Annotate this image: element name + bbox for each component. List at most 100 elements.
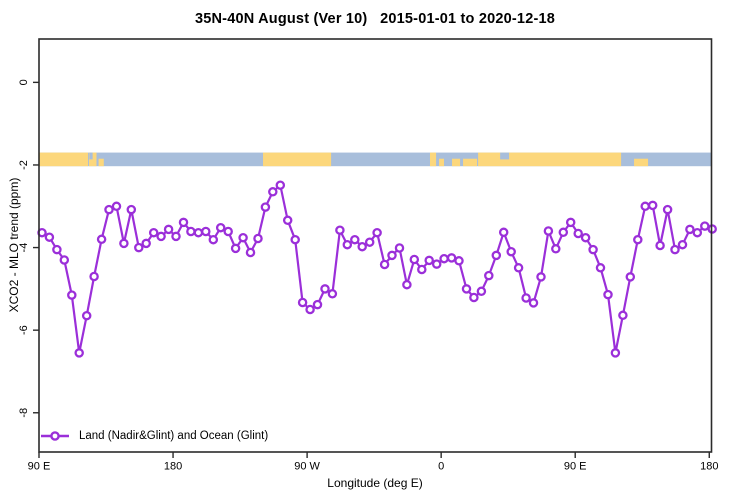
y-tick-label: -6 <box>18 325 30 335</box>
data-point <box>417 264 427 275</box>
x-tick-label: 90 E <box>564 461 587 473</box>
data-point <box>297 297 308 308</box>
data-point <box>506 246 516 257</box>
chart-title: 35N-40N August (Ver 10) 2015-01-01 to 20… <box>194 11 556 27</box>
data-point <box>335 225 345 235</box>
data-point <box>327 289 338 299</box>
data-point <box>260 202 271 212</box>
data-point <box>290 234 300 245</box>
data-point <box>692 227 703 238</box>
data-point <box>446 253 457 263</box>
data-point <box>603 289 613 300</box>
data-point <box>201 226 211 237</box>
data-point <box>498 227 509 238</box>
data-point <box>186 226 196 237</box>
data-point <box>700 221 710 231</box>
data-point <box>104 204 114 215</box>
data-point <box>119 238 129 249</box>
data-point <box>528 298 539 308</box>
data-point <box>305 304 315 315</box>
data-point <box>640 201 650 212</box>
data-line <box>41 184 713 354</box>
data-point <box>215 222 226 233</box>
map-band-land-segment <box>98 158 104 167</box>
data-point <box>610 348 621 358</box>
map-band-ocean-patch <box>89 152 93 160</box>
data-point <box>565 217 576 228</box>
data-point <box>253 233 263 244</box>
data-point <box>655 240 665 251</box>
data-point <box>44 232 55 242</box>
data-point <box>558 227 569 238</box>
data-point <box>141 238 151 249</box>
data-point <box>74 348 84 358</box>
data-point <box>134 242 144 253</box>
x-axis-label: Longitude (deg E) <box>327 476 423 490</box>
legend-label: Land (Nadir&Glint) and Ocean (Glint) <box>79 430 269 442</box>
data-point <box>588 244 598 255</box>
data-point <box>320 284 330 294</box>
data-point <box>670 244 680 255</box>
data-point <box>677 239 688 250</box>
data-point <box>163 224 174 235</box>
data-point <box>238 232 248 243</box>
data-point <box>521 293 531 303</box>
data-point <box>275 180 286 190</box>
data-point <box>245 247 256 258</box>
legend-line-marker-icon <box>41 431 69 441</box>
data-point <box>424 255 434 266</box>
map-band-land-segment <box>429 152 437 167</box>
data-point <box>171 231 181 242</box>
data-point <box>647 200 658 211</box>
data-point <box>126 204 137 215</box>
data-point <box>96 234 107 245</box>
data-point <box>178 217 189 228</box>
data-point <box>59 255 70 265</box>
data-point <box>484 270 494 281</box>
data-point <box>625 272 636 282</box>
x-tick-label: 90 E <box>28 461 51 473</box>
data-point <box>148 227 159 238</box>
data-point <box>469 292 479 303</box>
data-point <box>409 254 420 265</box>
data-point <box>595 263 606 273</box>
map-band-land-segment <box>463 158 478 167</box>
data-point <box>89 271 99 282</box>
data-point <box>431 259 442 269</box>
data-point <box>223 226 233 237</box>
data-point <box>402 279 412 290</box>
map-band-land-segment <box>452 158 461 167</box>
y-tick-label: -2 <box>18 160 30 170</box>
data-point <box>230 243 241 254</box>
data-point <box>364 237 375 247</box>
data-point <box>551 244 561 254</box>
y-tick-label: 0 <box>18 79 30 85</box>
data-point <box>618 310 628 321</box>
data-point <box>379 259 390 270</box>
data-point <box>81 310 92 321</box>
y-tick-label: -8 <box>18 408 30 418</box>
plot-border <box>38 38 713 453</box>
data-point <box>156 231 166 242</box>
x-tick-label: 90 W <box>294 461 320 473</box>
data-point <box>208 234 219 245</box>
data-point <box>536 272 546 282</box>
map-band-land-segment <box>263 152 332 167</box>
map-band-land-segment <box>39 152 89 167</box>
y-tick-label: -4 <box>18 243 30 253</box>
data-point <box>491 250 502 261</box>
data-point <box>111 201 122 212</box>
data-point <box>350 234 360 245</box>
x-tick-label: 180 <box>700 461 718 473</box>
data-point <box>52 244 62 255</box>
data-point <box>461 284 472 294</box>
data-point <box>372 227 382 238</box>
data-point <box>312 299 323 310</box>
data-point <box>454 256 464 266</box>
data-point <box>193 227 204 238</box>
data-point <box>476 286 487 297</box>
data-point <box>394 243 405 253</box>
data-point <box>67 290 77 300</box>
map-band-land-segment <box>88 152 97 167</box>
